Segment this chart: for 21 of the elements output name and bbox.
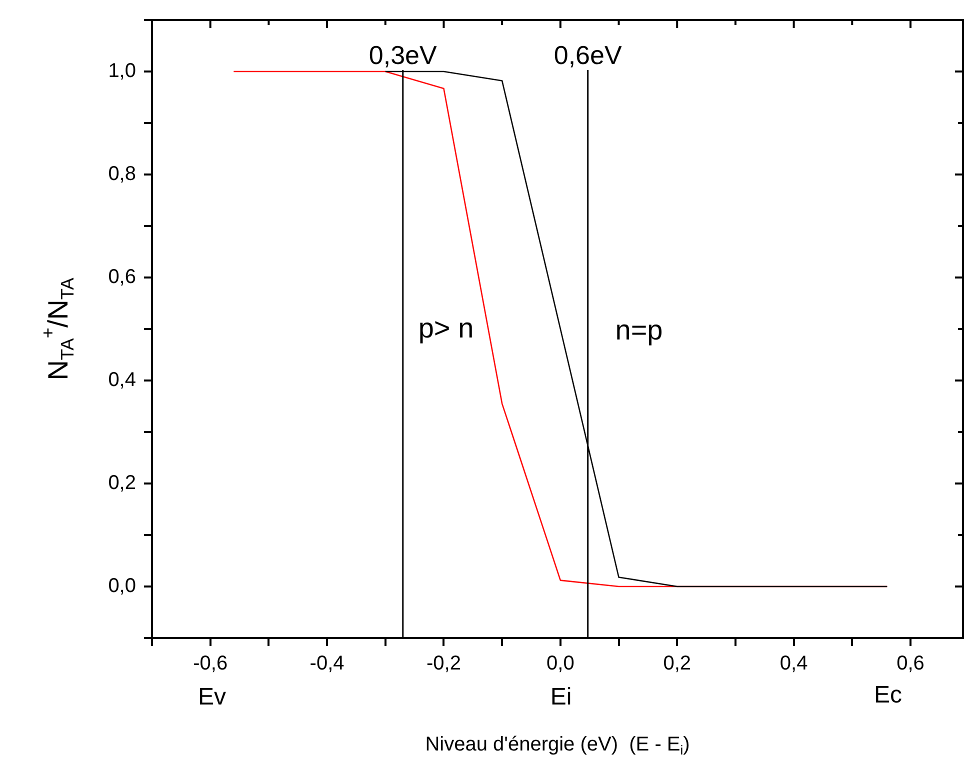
y-tick-label: 0,2: [108, 472, 136, 494]
x-tick-label: -0,2: [426, 652, 461, 675]
y-tick-label: 1,0: [108, 60, 136, 82]
y-axis-title: NTA+/NTA: [38, 276, 78, 380]
x-tick-label: 0,6: [896, 652, 924, 675]
text: Ev: [198, 684, 226, 711]
ref-line-label: 0,6eV: [554, 40, 622, 70]
annotation: p> n: [418, 312, 474, 344]
x-tick-label: 0,2: [663, 652, 692, 675]
y-tick-label: 0,8: [108, 163, 136, 186]
y-tick-label: 0,4: [108, 369, 136, 392]
text: Ei: [550, 684, 572, 711]
y-tick-label: 0,6: [108, 266, 136, 288]
x-tick-label: -0,6: [193, 652, 228, 675]
x-tick-label: -0,4: [310, 652, 344, 675]
annotation: n=p: [615, 314, 663, 346]
y-tick-label: 0,0: [108, 575, 136, 598]
x-tick-label: 0,0: [546, 652, 574, 675]
x-tick-label: 0,4: [780, 652, 808, 675]
ref-line-label: 0,3eV: [368, 40, 438, 70]
text: Ec: [874, 682, 902, 709]
